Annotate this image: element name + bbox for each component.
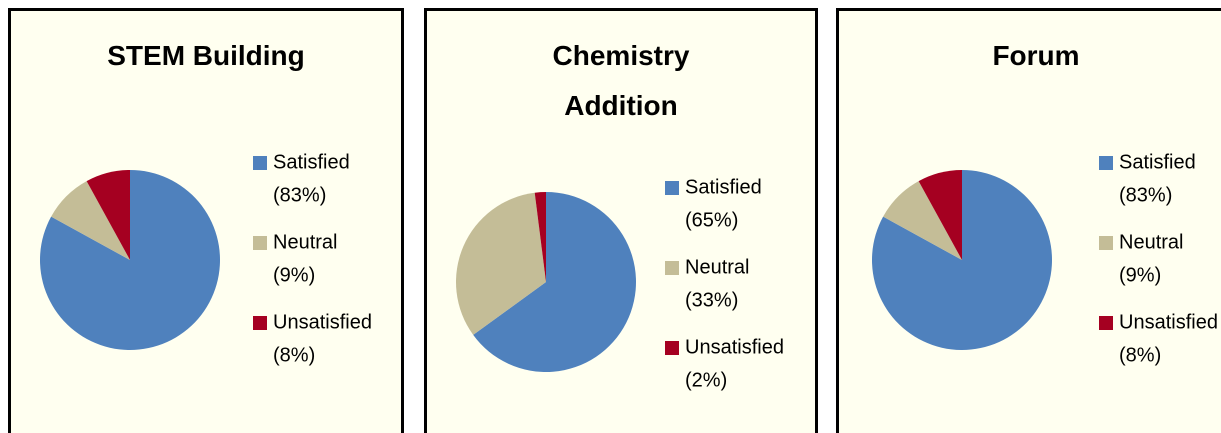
- chart-title: STEM Building: [107, 40, 305, 71]
- legend-value: (8%): [1119, 344, 1161, 366]
- chart-panel: Forum Satisfied (83%) Neutral (9%) Unsatisfie…: [836, 8, 1221, 433]
- legend-value: (8%): [273, 344, 315, 366]
- legend-label: Neutral: [685, 256, 749, 278]
- legend-swatch: [1099, 236, 1113, 250]
- legend-label: Satisfied: [1119, 151, 1196, 173]
- legend-swatch: [1099, 316, 1113, 330]
- pie-slice: [534, 192, 546, 282]
- pie-slice: [473, 192, 636, 373]
- legend-label: Neutral: [273, 231, 337, 253]
- legend-value: (9%): [273, 264, 315, 286]
- chart-panel: STEM Building Satisfied (83%) Neutral (9%) Un…: [8, 8, 404, 433]
- legend-value: (9%): [1119, 264, 1161, 286]
- legend-swatch: [1099, 156, 1113, 170]
- pie-slice: [456, 192, 546, 335]
- legend-value: (33%): [685, 289, 738, 311]
- legend-swatch: [253, 236, 267, 250]
- legend-swatch: [253, 156, 267, 170]
- chart-title: Forum: [992, 40, 1080, 71]
- pie-chart: Satisfied (83%) Neutral (9%) Unsatisfied (8%): [40, 151, 372, 366]
- pie-slice: [86, 170, 130, 260]
- legend-label: Neutral: [1119, 231, 1183, 253]
- legend-swatch: [665, 181, 679, 195]
- legend-swatch: [665, 341, 679, 355]
- legend-label: Unsatisfied: [273, 311, 372, 333]
- pie-slice: [51, 181, 130, 260]
- legend-label: Satisfied: [273, 151, 350, 173]
- legend-value: (2%): [685, 369, 727, 391]
- legend-value: (83%): [1119, 184, 1172, 206]
- pie-slice: [918, 170, 962, 260]
- legend-label: Unsatisfied: [1119, 311, 1218, 333]
- pie-chart: Satisfied (83%) Neutral (9%) Unsatisfied (8%): [872, 151, 1218, 366]
- legend-swatch: [253, 316, 267, 330]
- legend-label: Unsatisfied: [685, 336, 784, 358]
- legend-value: (83%): [273, 184, 326, 206]
- legend-label: Satisfied: [685, 176, 762, 198]
- pie-chart: Satisfied (65%) Neutral (33%) Unsatisfied (2%…: [456, 176, 784, 391]
- legend-swatch: [665, 261, 679, 275]
- pie-slice: [883, 181, 962, 260]
- chart-panel: Chemistry Addition Satisfied (65%) Neutral (…: [424, 8, 818, 433]
- legend-value: (65%): [685, 209, 738, 231]
- chart-title: Chemistry Addition: [552, 40, 690, 121]
